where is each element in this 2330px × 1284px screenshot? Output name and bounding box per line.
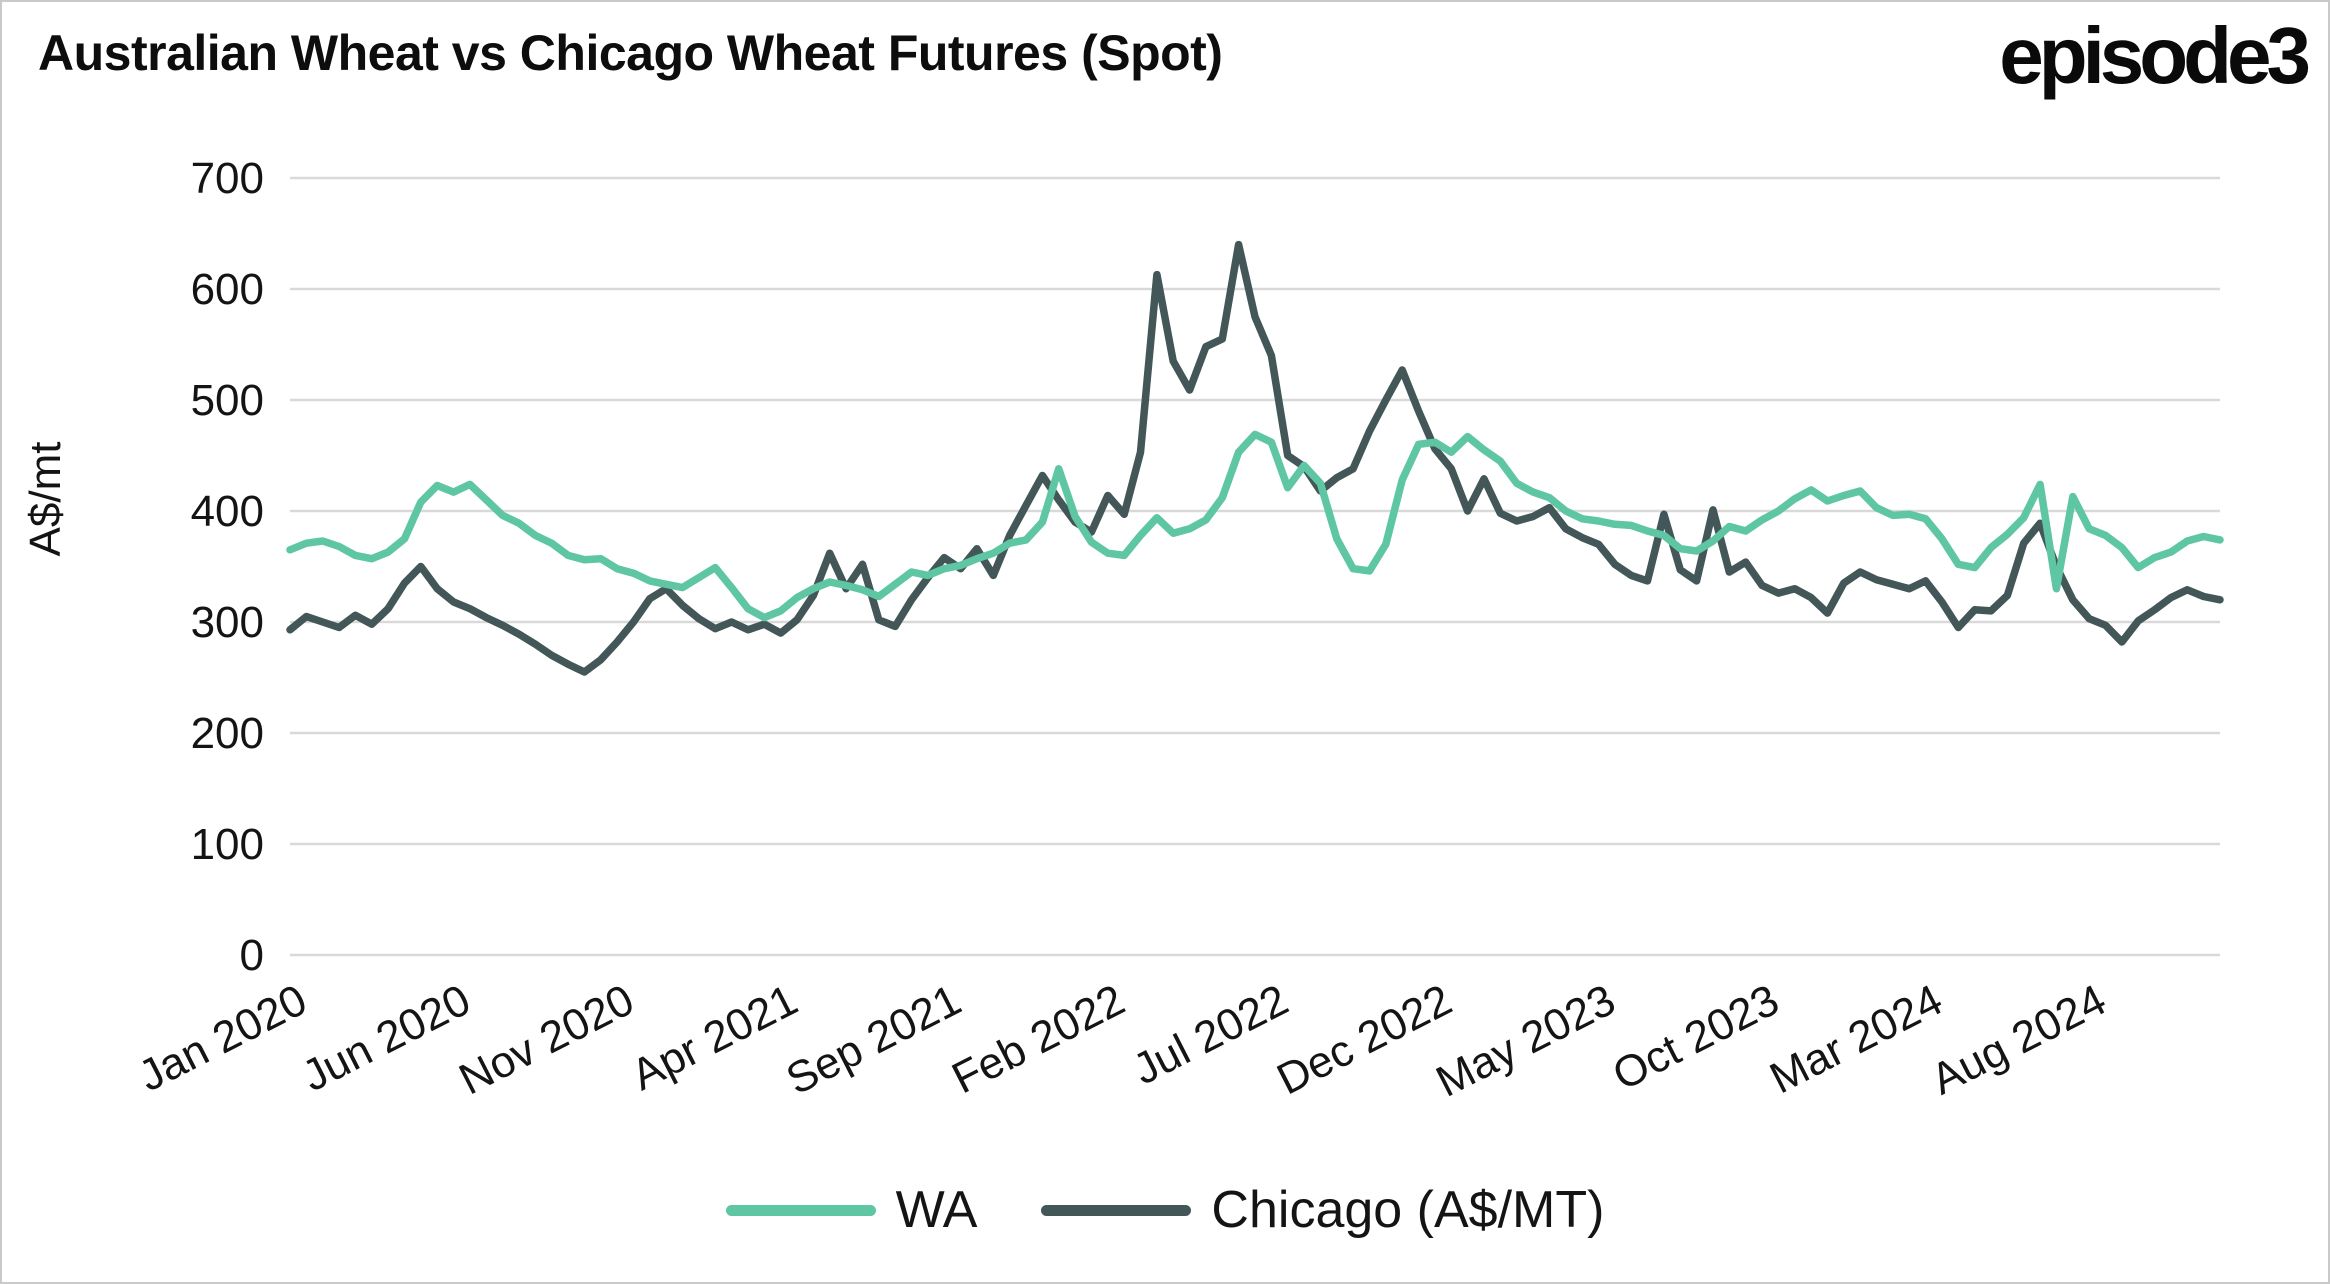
chicago-legend-label: Chicago (A$/MT) bbox=[1211, 1181, 1605, 1239]
legend-item-chicago: Chicago (A$/MT) bbox=[1041, 1180, 1604, 1240]
chicago-series-line bbox=[286, 240, 2224, 676]
x-tick-label: Jun 2020 bbox=[295, 975, 479, 1101]
x-tick-label: Jul 2022 bbox=[1125, 975, 1295, 1094]
chicago-legend-swatch bbox=[1041, 1204, 1192, 1216]
legend-item-wa: WA bbox=[725, 1180, 978, 1240]
wa-legend-swatch bbox=[725, 1204, 876, 1216]
y-axis-title: A$/mt bbox=[21, 442, 70, 557]
x-tick-label: Mar 2024 bbox=[1762, 975, 1950, 1103]
y-tick-label: 100 bbox=[191, 820, 264, 869]
y-tick-label: 600 bbox=[191, 265, 264, 314]
x-tick-label: Feb 2022 bbox=[944, 975, 1132, 1103]
y-tick-label: 500 bbox=[191, 376, 264, 425]
episode3-logo: episode3 bbox=[1999, 11, 2311, 100]
x-tick-label: Jan 2020 bbox=[131, 975, 315, 1101]
x-tick-label: Sep 2021 bbox=[779, 975, 969, 1104]
y-tick-label: 0 bbox=[240, 931, 264, 980]
wa-legend-label: WA bbox=[895, 1181, 978, 1239]
x-tick-label: Dec 2022 bbox=[1269, 975, 1459, 1104]
x-tick-label: Nov 2020 bbox=[452, 975, 642, 1104]
y-tick-label: 300 bbox=[191, 598, 264, 647]
y-tick-label: 400 bbox=[191, 487, 264, 536]
chart-title: Australian Wheat vs Chicago Wheat Future… bbox=[38, 25, 1223, 81]
y-tick-label: 700 bbox=[191, 154, 264, 203]
x-tick-label: Apr 2021 bbox=[624, 975, 805, 1100]
x-tick-label: May 2023 bbox=[1429, 975, 1623, 1106]
wa-series-line bbox=[286, 430, 2224, 622]
y-tick-label: 200 bbox=[191, 709, 264, 758]
chart-legend: WA Chicago (A$/MT) bbox=[2, 1180, 2328, 1240]
x-tick-label: Aug 2024 bbox=[1924, 975, 2114, 1104]
x-tick-label: Oct 2023 bbox=[1605, 975, 1786, 1100]
